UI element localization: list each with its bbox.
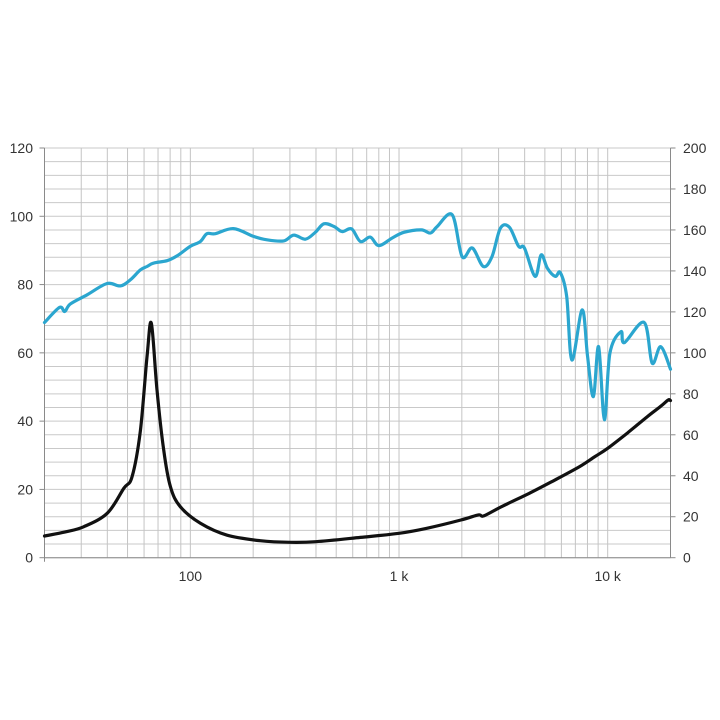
y2-tick-label: 0 — [683, 550, 691, 566]
x-tick-label: 100 — [179, 568, 203, 584]
y-tick-label: 0 — [25, 550, 33, 566]
y2-tick-label: 100 — [683, 345, 707, 361]
grid — [44, 147, 671, 559]
y2-tick-label: 60 — [683, 427, 699, 443]
y-tick-label: 20 — [17, 481, 33, 497]
spl-line — [42, 212, 673, 422]
series-layer — [42, 212, 673, 545]
y2-tick-label: 120 — [683, 304, 707, 320]
y2-tick-label: 80 — [683, 386, 699, 402]
tick-labels: 0 20 40 60 80 100 120 0 20 40 60 80 100 120 140 160 180 2… — [10, 140, 707, 584]
axes — [44, 148, 671, 562]
y-tick-label: 80 — [17, 277, 33, 293]
y2-tick-label: 180 — [683, 181, 707, 197]
y2-tick-label: 20 — [683, 509, 699, 525]
y2-tick-label: 40 — [683, 468, 699, 484]
x-tick-label: 10 k — [594, 568, 621, 584]
impedance-line — [42, 320, 673, 545]
y-tick-label: 100 — [10, 208, 34, 224]
y-tick-label: 40 — [17, 413, 33, 429]
y-tick-label: 60 — [17, 345, 33, 361]
y2-tick-label: 140 — [683, 263, 707, 279]
y2-tick-label: 160 — [683, 222, 707, 238]
x-tick-label: 1 k — [390, 568, 410, 584]
y-tick-label: 120 — [10, 140, 34, 156]
y2-tick-label: 200 — [683, 140, 707, 156]
